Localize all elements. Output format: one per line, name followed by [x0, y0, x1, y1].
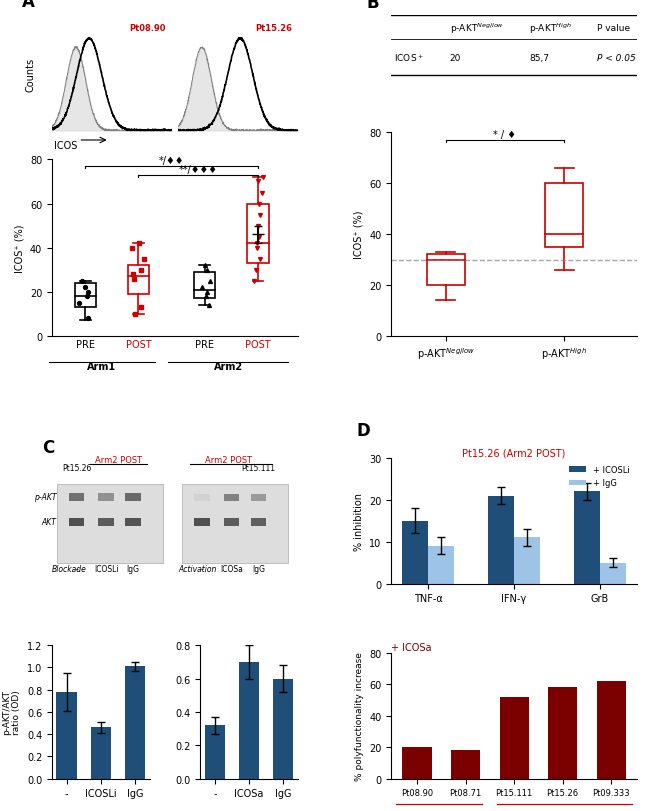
- Text: P value: P value: [597, 24, 630, 33]
- Text: D: D: [357, 422, 370, 440]
- Bar: [488, 496, 514, 584]
- Bar: [57, 692, 77, 779]
- Bar: [251, 495, 266, 501]
- Text: -: -: [201, 564, 203, 573]
- Text: + ICOSa: + ICOSa: [391, 642, 432, 652]
- Text: ICOS: ICOS: [55, 141, 78, 151]
- Bar: [514, 538, 540, 584]
- Bar: [98, 518, 114, 526]
- Text: IgG: IgG: [127, 564, 140, 573]
- Bar: [597, 681, 626, 779]
- Bar: [500, 697, 528, 779]
- Text: 85,7: 85,7: [530, 54, 549, 62]
- Bar: [224, 495, 239, 501]
- Bar: [69, 518, 84, 526]
- Text: Blockade: Blockade: [52, 564, 87, 573]
- Text: * / ♦: * / ♦: [493, 130, 517, 139]
- Text: Pt15.111: Pt15.111: [241, 464, 276, 473]
- Y-axis label: ICOS⁺ (%): ICOS⁺ (%): [354, 211, 363, 259]
- Text: -: -: [75, 564, 78, 573]
- Text: B: B: [367, 0, 379, 11]
- Text: p-AKT: p-AKT: [34, 493, 56, 502]
- Text: AKT: AKT: [42, 517, 56, 526]
- Text: **/♦♦♦: **/♦♦♦: [179, 165, 218, 174]
- Y-axis label: ICOS⁺ (%): ICOS⁺ (%): [14, 224, 24, 272]
- Bar: [251, 518, 266, 526]
- Bar: [402, 521, 428, 584]
- Text: Counts: Counts: [25, 58, 35, 92]
- Text: Pt15.26: Pt15.26: [255, 24, 292, 33]
- Text: Arm2 POST: Arm2 POST: [205, 456, 253, 465]
- Bar: [90, 727, 111, 779]
- Bar: [194, 272, 215, 299]
- Text: ICOS$^+$: ICOS$^+$: [395, 52, 424, 64]
- Text: POST: POST: [245, 340, 271, 350]
- Text: P < 0.05: P < 0.05: [597, 54, 636, 62]
- Text: ICOSLi: ICOSLi: [94, 564, 118, 573]
- Text: ICOSa: ICOSa: [220, 564, 243, 573]
- Text: Arm2 POST: Arm2 POST: [95, 456, 142, 465]
- Bar: [273, 679, 293, 779]
- Text: PRE: PRE: [195, 340, 215, 350]
- Text: A: A: [22, 0, 35, 11]
- Y-axis label: % polyfunctionality increase: % polyfunctionality increase: [354, 651, 363, 780]
- Bar: [194, 518, 210, 526]
- Bar: [247, 204, 268, 264]
- Bar: [194, 495, 210, 501]
- Bar: [98, 493, 114, 501]
- Bar: [574, 491, 600, 584]
- Bar: [428, 546, 454, 584]
- Bar: [69, 493, 84, 501]
- Bar: [239, 662, 259, 779]
- Text: POST: POST: [125, 340, 151, 350]
- Text: Activation: Activation: [179, 564, 217, 573]
- Bar: [205, 725, 225, 779]
- Bar: [600, 563, 626, 584]
- Bar: [548, 688, 577, 779]
- Text: p-AKT$^{Neg/low}$: p-AKT$^{Neg/low}$: [450, 22, 504, 36]
- Bar: [57, 484, 162, 563]
- Text: Pt15.26: Pt15.26: [62, 464, 91, 473]
- Legend: + ICOSLi, + IgG: + ICOSLi, + IgG: [566, 462, 633, 491]
- Y-axis label: p-AKT/AKT
ratio (OD): p-AKT/AKT ratio (OD): [2, 689, 21, 735]
- Bar: [182, 484, 288, 563]
- Bar: [451, 750, 480, 779]
- Bar: [545, 184, 583, 247]
- Bar: [402, 747, 432, 779]
- Bar: [75, 284, 96, 308]
- Bar: [125, 493, 141, 501]
- Text: C: C: [42, 439, 55, 457]
- Text: Arm2: Arm2: [213, 362, 242, 371]
- Text: Arm1: Arm1: [87, 362, 116, 371]
- Text: Pt08.90: Pt08.90: [129, 24, 166, 33]
- Bar: [426, 255, 465, 285]
- Bar: [224, 518, 239, 526]
- Bar: [128, 266, 149, 294]
- Bar: [125, 667, 145, 779]
- Text: p-AKT$^{High}$: p-AKT$^{High}$: [530, 22, 572, 36]
- Y-axis label: % inhibition: % inhibition: [354, 492, 363, 550]
- Title: Pt15.26 (Arm2 POST): Pt15.26 (Arm2 POST): [462, 448, 566, 457]
- Text: IgG: IgG: [252, 564, 265, 573]
- Text: 20: 20: [450, 54, 461, 62]
- Text: PRE: PRE: [75, 340, 95, 350]
- Bar: [125, 518, 141, 526]
- Text: */♦♦: */♦♦: [159, 156, 185, 165]
